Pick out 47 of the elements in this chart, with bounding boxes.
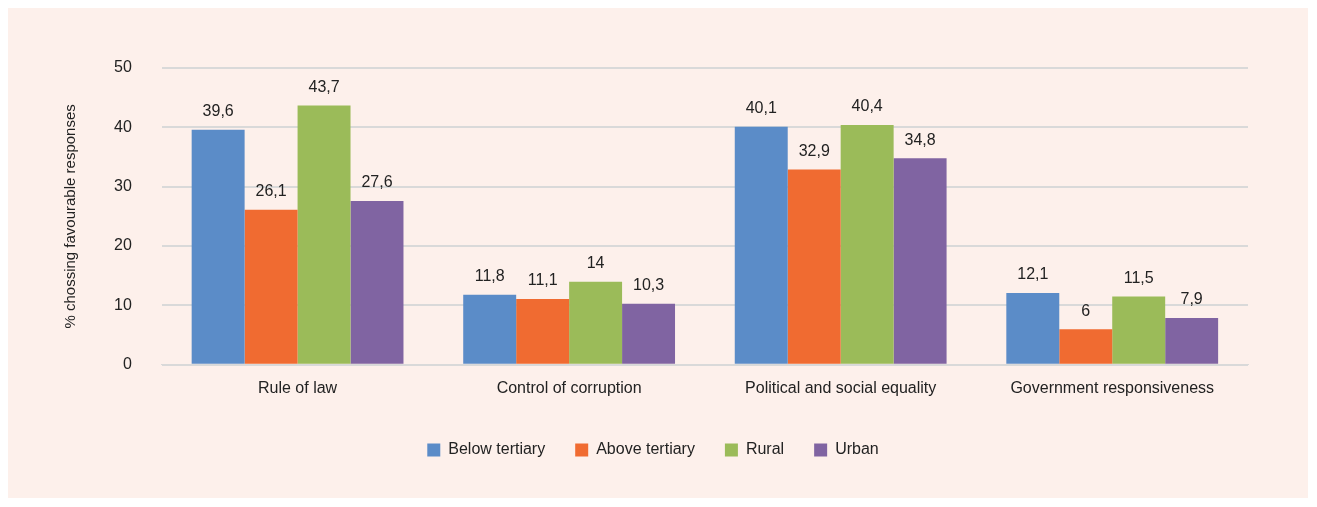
bar xyxy=(1059,329,1113,364)
y-tick-label: 40 xyxy=(114,117,132,135)
bar xyxy=(244,209,298,364)
legend-label: Below tertiary xyxy=(448,440,546,458)
bar xyxy=(840,124,894,364)
y-tick-label: 30 xyxy=(114,177,132,195)
bar xyxy=(787,169,841,364)
y-tick-label: 20 xyxy=(114,236,132,254)
bar xyxy=(1112,296,1166,364)
legend-label: Above tertiary xyxy=(596,440,695,458)
x-tick-label: Control of corruption xyxy=(496,378,642,396)
legend-label: Rural xyxy=(745,440,785,458)
bar xyxy=(622,303,676,364)
y-tick-label: 10 xyxy=(114,295,132,313)
bar xyxy=(1165,317,1219,364)
data-label: 34,8 xyxy=(904,130,936,148)
bar xyxy=(893,158,947,364)
data-label: 7,9 xyxy=(1180,290,1203,308)
data-label: 10,3 xyxy=(632,276,665,294)
x-tick-label: Government responsiveness xyxy=(1010,378,1215,396)
data-label: 39,6 xyxy=(202,102,234,120)
data-label: 6 xyxy=(1081,301,1091,319)
data-label: 27,6 xyxy=(361,173,393,191)
bar xyxy=(734,126,788,364)
bar xyxy=(191,129,245,364)
data-label: 14 xyxy=(586,254,605,272)
data-label: 32,9 xyxy=(798,141,830,159)
data-label: 40,4 xyxy=(851,97,883,115)
legend-label: Urban xyxy=(835,440,879,458)
data-label: 11,8 xyxy=(474,267,505,285)
bar xyxy=(350,200,404,364)
data-label: 12,1 xyxy=(1017,265,1049,283)
data-label: 43,7 xyxy=(308,77,340,95)
bar xyxy=(297,105,351,364)
x-tick-label: Political and social equality xyxy=(745,378,937,396)
bar xyxy=(569,281,623,364)
y-tick-label: 50 xyxy=(114,58,132,76)
y-tick-label: 0 xyxy=(122,355,132,373)
bar xyxy=(463,294,517,364)
y-axis-title: % chossing favourable responses xyxy=(61,104,79,329)
bar xyxy=(516,298,570,364)
data-label: 11,5 xyxy=(1123,268,1154,286)
data-label: 40,1 xyxy=(745,99,777,117)
data-label: 11,1 xyxy=(527,271,558,289)
data-label: 26,1 xyxy=(255,182,287,200)
bar xyxy=(1006,292,1060,364)
x-tick-label: Rule of law xyxy=(257,378,338,396)
